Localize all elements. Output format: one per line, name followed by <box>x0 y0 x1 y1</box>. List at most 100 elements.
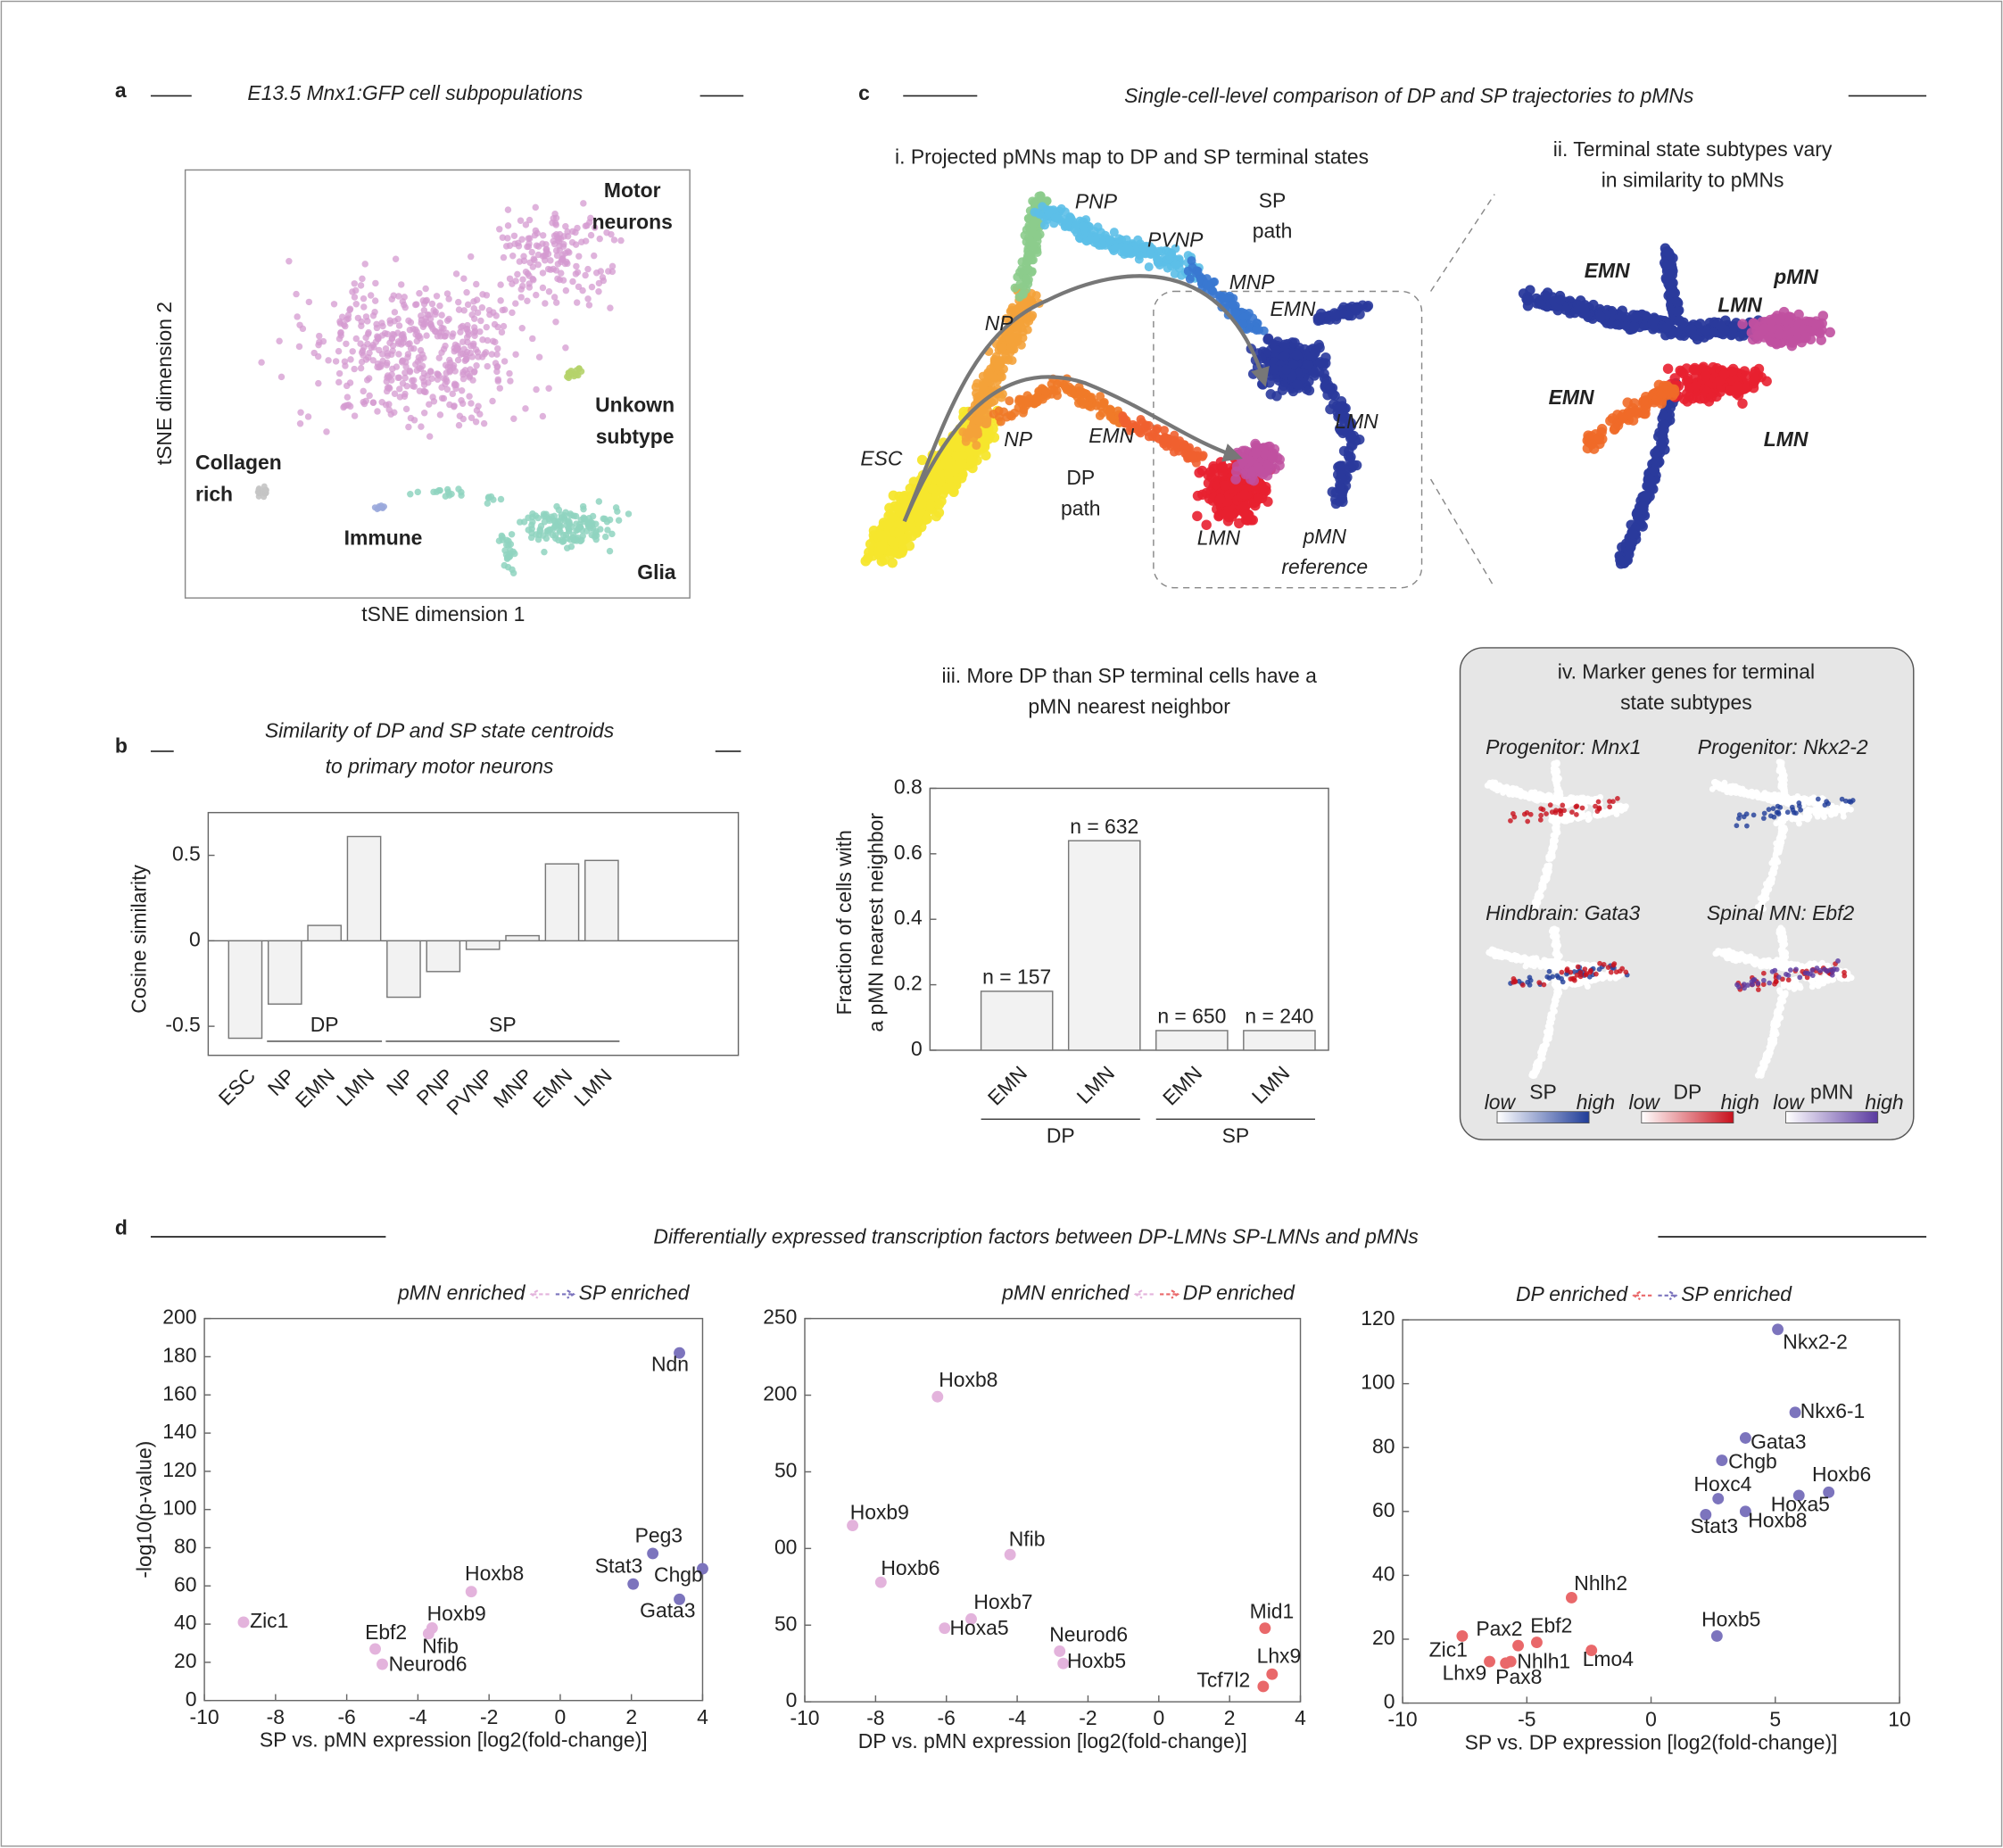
cell-dot <box>401 374 409 382</box>
cell-dot <box>459 370 467 378</box>
cell-dot <box>1499 784 1506 791</box>
cell-dot <box>426 311 433 319</box>
cell-dot <box>384 384 392 392</box>
cell-dot <box>407 344 415 352</box>
cell-dot <box>370 344 377 351</box>
cell-dot <box>1558 808 1564 814</box>
cell-dot <box>473 362 480 369</box>
cell-dot <box>384 330 391 338</box>
cell-dot <box>1669 287 1680 299</box>
cell-dot <box>1039 220 1049 230</box>
cell-dot <box>489 397 496 405</box>
cell-dot <box>421 320 429 327</box>
cell-dot <box>995 356 1005 366</box>
cell-dot <box>529 263 537 270</box>
cell-dot <box>1345 431 1357 443</box>
cell-dot <box>378 351 386 358</box>
cell-dot <box>445 295 452 302</box>
cell-dot <box>1230 474 1241 485</box>
cell-dot <box>1537 816 1544 823</box>
cell-dot <box>1595 311 1606 322</box>
cell-dot <box>898 493 909 505</box>
cell-dot <box>608 530 616 538</box>
cell-dot <box>398 335 405 343</box>
cell-dot <box>966 455 977 467</box>
cell-dot <box>599 274 607 281</box>
cell-dot <box>509 569 517 577</box>
cell-dot <box>547 257 554 264</box>
cell-dot <box>1279 351 1290 361</box>
cell-dot <box>1028 219 1038 228</box>
cell-dot <box>951 440 962 452</box>
cell-dot <box>539 269 547 277</box>
cell-dot <box>961 436 971 446</box>
cell-dot <box>1538 812 1544 818</box>
trajectory-label: MNP <box>1229 270 1276 294</box>
cell-dot <box>606 547 614 555</box>
cell-dot <box>454 298 462 306</box>
cell-dot <box>1549 848 1556 855</box>
cell-dot <box>1554 294 1566 305</box>
cell-dot <box>357 364 365 372</box>
cell-dot <box>581 516 589 523</box>
cell-dot <box>455 306 463 313</box>
cell-dot <box>474 309 482 317</box>
cell-dot <box>492 338 499 346</box>
cell-dot <box>304 413 312 420</box>
cell-dot <box>389 330 396 338</box>
cell-dot <box>1525 285 1535 295</box>
cell-dot <box>352 286 360 294</box>
cell-dot <box>612 504 620 511</box>
cell-dot <box>401 369 409 377</box>
cell-dot <box>522 221 530 228</box>
cell-dot <box>358 318 365 326</box>
cell-dot <box>1625 542 1636 553</box>
cell-dot <box>1569 809 1575 815</box>
cell-dot <box>904 540 915 551</box>
cell-dot <box>931 473 941 485</box>
cell-dot <box>401 390 409 398</box>
cell-dot <box>455 421 463 429</box>
cell-dot <box>572 270 580 278</box>
cell-dot <box>497 281 504 288</box>
cell-dot <box>501 306 509 313</box>
cell-dot <box>933 507 945 518</box>
cell-dot <box>440 325 447 332</box>
cell-dot <box>997 343 1007 352</box>
cell-dot <box>527 534 535 542</box>
cell-dot <box>1038 202 1047 211</box>
cell-dot <box>881 520 893 531</box>
cell-dot <box>525 514 532 521</box>
cell-dot <box>1188 262 1197 272</box>
cell-dot <box>1627 529 1639 540</box>
cluster-label: neurons <box>592 211 673 234</box>
cell-dot <box>584 521 592 528</box>
title-rules <box>150 95 1927 1238</box>
cell-dot <box>469 342 477 349</box>
cell-dot <box>413 301 420 308</box>
cell-dot <box>1553 759 1560 767</box>
cell-dot <box>542 513 550 520</box>
cell-dot <box>438 311 445 319</box>
cell-dot <box>433 293 441 300</box>
cell-dot <box>1660 273 1671 284</box>
cell-dot <box>343 382 351 390</box>
cell-dot <box>473 280 480 288</box>
subpanel-title: ii. Terminal state subtypes vary <box>1553 137 1833 161</box>
cell-dot <box>545 385 552 392</box>
cell-dot <box>1048 205 1058 215</box>
cell-dot <box>1650 456 1661 468</box>
cell-dot <box>501 547 509 554</box>
cell-dot <box>393 363 401 370</box>
cell-dot <box>542 300 549 307</box>
cell-dot <box>927 483 939 494</box>
cell-dot <box>293 290 300 298</box>
cell-dot <box>1269 364 1279 375</box>
cell-dot <box>446 369 453 376</box>
cell-dot <box>1617 804 1624 811</box>
cell-dot <box>1615 554 1626 566</box>
panel-letter: b <box>115 734 128 758</box>
cell-dot <box>310 349 318 357</box>
cell-dot <box>562 344 569 352</box>
